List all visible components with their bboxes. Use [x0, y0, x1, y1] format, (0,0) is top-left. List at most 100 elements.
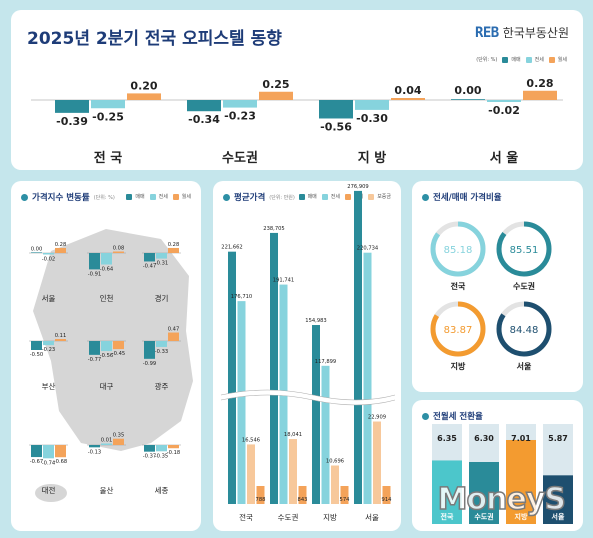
avg-price-bar-label: 843 — [298, 497, 308, 503]
region-bar-label: -0.13 — [88, 449, 101, 455]
price-index-title-text: 가격지수 변동률 — [32, 193, 90, 203]
region-name-label: 광주 — [155, 381, 169, 391]
legend-swatch-wolse — [548, 56, 555, 63]
conversion-bar — [543, 475, 573, 524]
avg-price-bar — [354, 190, 362, 505]
avg-price-bar — [340, 486, 349, 504]
ratio-donut-chart: 85.18 전국 85.51 수도권 83.87 지방 84.48 서울 — [430, 221, 552, 371]
top-bar — [187, 100, 221, 112]
top-bar-label: -0.34 — [188, 113, 220, 126]
region-bar-label: -0.99 — [143, 361, 156, 367]
donut-category-label: 수도권 — [513, 281, 535, 291]
avg-price-bar-label: 22,909 — [368, 415, 386, 421]
legend-label-wolse: 월세 — [181, 194, 191, 200]
conversion-category-label: 수도권 — [474, 512, 493, 521]
bullet-icon — [223, 193, 230, 201]
region-name-label: 대구 — [100, 382, 114, 391]
region-bar-label: 0.28 — [55, 242, 67, 248]
legend-label-jeonse: 전세 — [534, 57, 544, 63]
region-bar — [31, 252, 42, 253]
conversion-bar — [506, 439, 536, 524]
region-name-label: 경기 — [155, 293, 169, 303]
region-bar — [156, 341, 167, 347]
top-category-label: 수도권 — [222, 151, 258, 166]
avg-price-category-label: 서울 — [365, 513, 379, 522]
top-bar-label: -0.39 — [56, 115, 88, 128]
donut-arc — [496, 221, 552, 277]
price-index-title: 가격지수 변동률 (단위: %) — [21, 191, 115, 203]
region-bar-label: 0.00 — [31, 246, 43, 252]
avg-price-title: 평균가격 (단위: 만원) — [223, 191, 295, 203]
page-title: 2025년 2분기 전국 오피스텔 동향 — [27, 29, 282, 49]
axis-break-band — [221, 390, 395, 405]
legend-label-sale: 매매 — [135, 194, 145, 200]
conversion-bar — [432, 460, 462, 524]
watermark: MoneyS — [437, 481, 567, 518]
top-legend: (단위: %) 매매 전세 월세 — [476, 56, 569, 63]
region-bar — [156, 253, 167, 259]
top-bar — [451, 99, 485, 100]
overview-panel: 2025년 2분기 전국 오피스텔 동향 REB 한국부동산원 (단위: %) … — [11, 10, 583, 170]
region-bar-label: -0.77 — [88, 357, 101, 363]
region-bar — [89, 341, 100, 355]
region-bar — [156, 445, 167, 452]
top-bar — [319, 100, 353, 119]
region-bar — [101, 341, 112, 352]
p1-legend: 매매 전세 월세 — [126, 193, 193, 200]
legend-swatch-jeonse — [525, 56, 532, 63]
avg-price-bar-label: 276,909 — [347, 184, 368, 190]
legend-swatch-deposit — [368, 193, 375, 200]
region-bar-label: -0.31 — [155, 261, 168, 267]
avg-price-bar — [289, 439, 297, 504]
region-bar — [55, 247, 66, 253]
donut-arc — [430, 221, 486, 277]
avg-price-bar-label: 238,705 — [263, 226, 284, 232]
avg-price-bar — [298, 486, 307, 504]
region-name-label: 서울 — [42, 294, 56, 303]
avg-price-panel: 평균가격 (단위: 만원) 매매 전세 월세 보증금 221,662176,71… — [213, 181, 401, 531]
region-bar — [43, 445, 54, 459]
region-bar-label: -0.37 — [143, 454, 156, 460]
bullet-icon — [422, 412, 429, 420]
top-bar — [391, 98, 425, 100]
region-bar — [168, 247, 179, 253]
top-bar-label: 0.04 — [394, 84, 421, 97]
avg-price-category-label: 수도권 — [278, 513, 299, 522]
donut-arc — [430, 301, 486, 357]
price-index-unit: (단위: %) — [93, 194, 115, 201]
avg-price-title-text: 평균가격 — [234, 193, 266, 203]
top-bar — [355, 100, 389, 110]
region-bar-label: 0.47 — [168, 327, 180, 333]
top-bar-label: -0.02 — [488, 104, 520, 117]
legend-label-wolse: 월세 — [557, 57, 567, 63]
top-bar-label: -0.23 — [224, 110, 256, 123]
region-bar — [89, 445, 100, 448]
bullet-icon — [21, 193, 28, 201]
avg-price-bar — [382, 486, 391, 504]
region-bar-label: -0.64 — [100, 267, 114, 273]
region-bar — [113, 341, 124, 350]
avg-price-bar — [228, 251, 236, 504]
region-bar-label: -0.74 — [42, 460, 56, 466]
legend-swatch-jeonse — [321, 193, 328, 200]
top-bar — [223, 100, 257, 108]
avg-price-bar — [331, 465, 339, 504]
price-index-chart: 0.00-0.020.28서울-0.91-0.640.08인천-0.47-0.3… — [29, 229, 193, 502]
region-bar-label: -0.33 — [155, 349, 168, 355]
avg-price-bar — [312, 325, 320, 504]
avg-price-bar-label: 221,662 — [221, 245, 242, 251]
ratio-panel: 전세/매매 가격비율 85.18 전국 85.51 수도권 83.87 지방 84.48 서울 — [412, 181, 583, 392]
region-bar-label: -0.50 — [30, 352, 43, 358]
donut-value-label: 83.87 — [444, 325, 473, 336]
price-index-panel: 가격지수 변동률 (단위: %) 매매 전세 월세 0.00 -0.02 0.28 서… — [11, 181, 201, 531]
region-bar-label: 0.11 — [55, 333, 67, 339]
donut-category-label: 전국 — [451, 281, 466, 291]
top-category-label: 전 국 — [94, 150, 122, 166]
region-bar-label: 0.35 — [113, 433, 125, 439]
region-bar-label: -0.02 — [42, 257, 55, 263]
korea-map-shape — [33, 229, 193, 451]
avg-price-category-label: 전국 — [239, 512, 253, 522]
region-bar — [31, 445, 42, 458]
conversion-bar-chart: 6.35 전국 6.30 수도권 7.01 지방 5.87 서울 — [432, 424, 573, 524]
region-bar — [89, 253, 100, 270]
